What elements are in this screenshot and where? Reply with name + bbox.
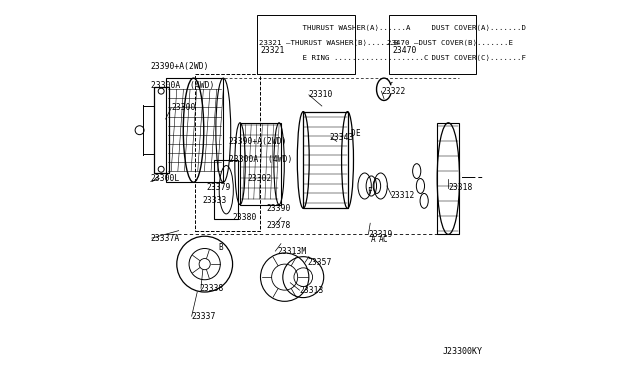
Bar (166, 78, 223, 182)
Text: 23337A: 23337A (151, 234, 180, 243)
Text: C: C (383, 235, 387, 244)
Text: 23319: 23319 (369, 230, 393, 239)
Text: 23379: 23379 (207, 183, 231, 192)
Text: 23313M: 23313M (277, 247, 307, 256)
Text: J23300KY: J23300KY (443, 347, 483, 356)
Text: THURUST WASHER⟨A⟩......A: THURUST WASHER⟨A⟩......A (262, 25, 411, 31)
Text: A: A (378, 235, 383, 244)
Bar (195, 74, 260, 231)
Text: 23312: 23312 (390, 191, 415, 200)
Text: 23302: 23302 (248, 174, 272, 183)
Text: DUST COVER⟨C⟩.......F: DUST COVER⟨C⟩.......F (390, 55, 525, 61)
Text: 23390: 23390 (266, 204, 291, 213)
Text: DUST COVER⟨A⟩.......D: DUST COVER⟨A⟩.......D (390, 25, 525, 31)
Text: 23318: 23318 (449, 183, 473, 192)
Text: 23300A  (4WD): 23300A (4WD) (229, 155, 292, 164)
Text: 23310: 23310 (309, 90, 333, 99)
Bar (437, 123, 460, 234)
Text: 23380: 23380 (232, 213, 257, 222)
Text: 23300: 23300 (172, 103, 196, 112)
Text: 23333: 23333 (203, 196, 227, 205)
Text: F: F (367, 187, 372, 196)
Text: D: D (351, 129, 355, 138)
Text: 23337: 23337 (191, 312, 216, 321)
Text: B: B (219, 243, 223, 252)
Bar (303, 112, 348, 208)
Text: 23390+A(2WD): 23390+A(2WD) (229, 137, 287, 146)
Text: 23338: 23338 (199, 284, 223, 293)
Bar (214, 160, 238, 219)
Bar (389, 15, 476, 74)
Text: 23300L: 23300L (151, 174, 180, 183)
Text: 23321: 23321 (260, 46, 285, 55)
Bar (239, 123, 280, 205)
Text: 23470 —DUST COVER⟨B⟩.......E: 23470 —DUST COVER⟨B⟩.......E (387, 40, 513, 46)
Bar (154, 87, 168, 173)
Text: 23300A  (4WD): 23300A (4WD) (151, 81, 214, 90)
Text: 23390+A(2WD): 23390+A(2WD) (151, 62, 209, 71)
Text: E: E (355, 129, 360, 138)
Text: 23321 —THURUST WASHER⟨B⟩......B: 23321 —THURUST WASHER⟨B⟩......B (259, 40, 398, 46)
Text: 23313: 23313 (300, 286, 324, 295)
Text: 23378: 23378 (266, 221, 291, 230)
Text: 23357: 23357 (307, 258, 332, 267)
Text: 23470: 23470 (392, 46, 417, 55)
Text: 23322: 23322 (381, 87, 406, 96)
Text: A: A (371, 235, 376, 244)
Text: 23343: 23343 (330, 133, 354, 142)
Text: E RING ....................C: E RING ....................C (262, 55, 429, 61)
Bar (257, 15, 355, 74)
